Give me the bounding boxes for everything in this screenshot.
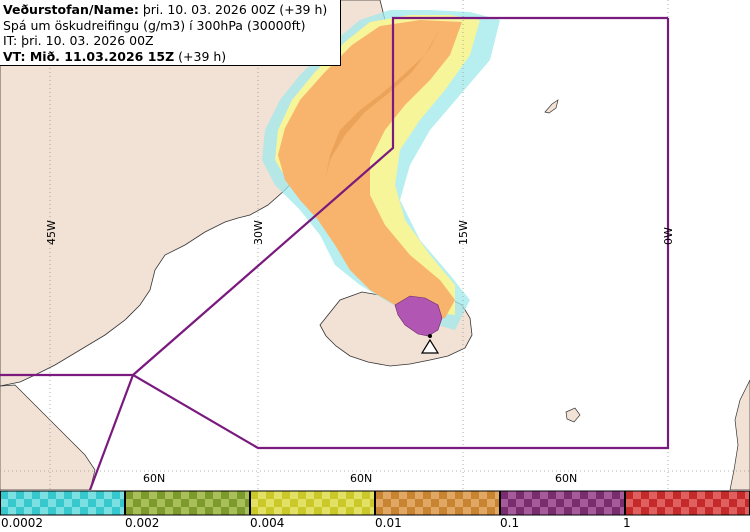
legend-bin-3 xyxy=(375,490,500,516)
lon-label-0w: 0W xyxy=(662,227,675,245)
legend-tick-1: 0.002 xyxy=(125,516,160,530)
lon-label-45w: 45W xyxy=(45,220,58,245)
volcano-triangle-icon xyxy=(420,334,440,354)
legend-tick-5: 1 xyxy=(623,516,631,530)
info-line-3: IT: þri. 10. 03. 2026 00Z xyxy=(3,33,154,49)
ash-cloud-purple xyxy=(394,295,443,337)
info-line-4: VT: Mið. 11.03.2026 15Z (+39 h) xyxy=(3,48,227,64)
lat-label-2: 60N xyxy=(350,472,372,485)
info-line-1: Veðurstofan/Name: þri. 10. 03. 2026 00Z … xyxy=(3,2,328,17)
legend-tick-4: 0.1 xyxy=(500,516,520,530)
map-canvas: 45W 30W 15W 0W 60N 60N 60N xyxy=(0,0,750,490)
concentration-legend: 0.0002 0.002 0.004 0.01 0.1 1 xyxy=(0,490,750,532)
faroe-islands xyxy=(565,407,581,423)
lon-label-15w: 15W xyxy=(457,220,470,245)
ash-cloud-orange xyxy=(278,20,462,320)
lon-label-30w: 30W xyxy=(252,220,265,245)
legend-color-bar xyxy=(0,490,750,516)
fir-boundary xyxy=(0,16,670,490)
forecast-info-box: Veðurstofan/Name: þri. 10. 03. 2026 00Z … xyxy=(0,0,341,66)
legend-tick-2: 0.004 xyxy=(250,516,285,530)
greenland-coast-detail xyxy=(0,384,96,490)
legend-bin-0 xyxy=(0,490,125,516)
jan-mayen xyxy=(544,99,559,114)
legend-tick-3: 0.01 xyxy=(375,516,402,530)
norway-coast xyxy=(729,379,750,490)
legend-bin-4 xyxy=(500,490,625,516)
legend-tick-0: 0.0002 xyxy=(1,516,43,530)
legend-bin-5 xyxy=(625,490,750,516)
legend-bin-1 xyxy=(125,490,250,516)
lat-label-1: 60N xyxy=(143,472,165,485)
lat-label-3: 60N xyxy=(555,472,577,485)
legend-bin-2 xyxy=(250,490,375,516)
info-line-2: Spá um öskudreifingu (g/m3) í 300hPa (30… xyxy=(3,17,306,33)
